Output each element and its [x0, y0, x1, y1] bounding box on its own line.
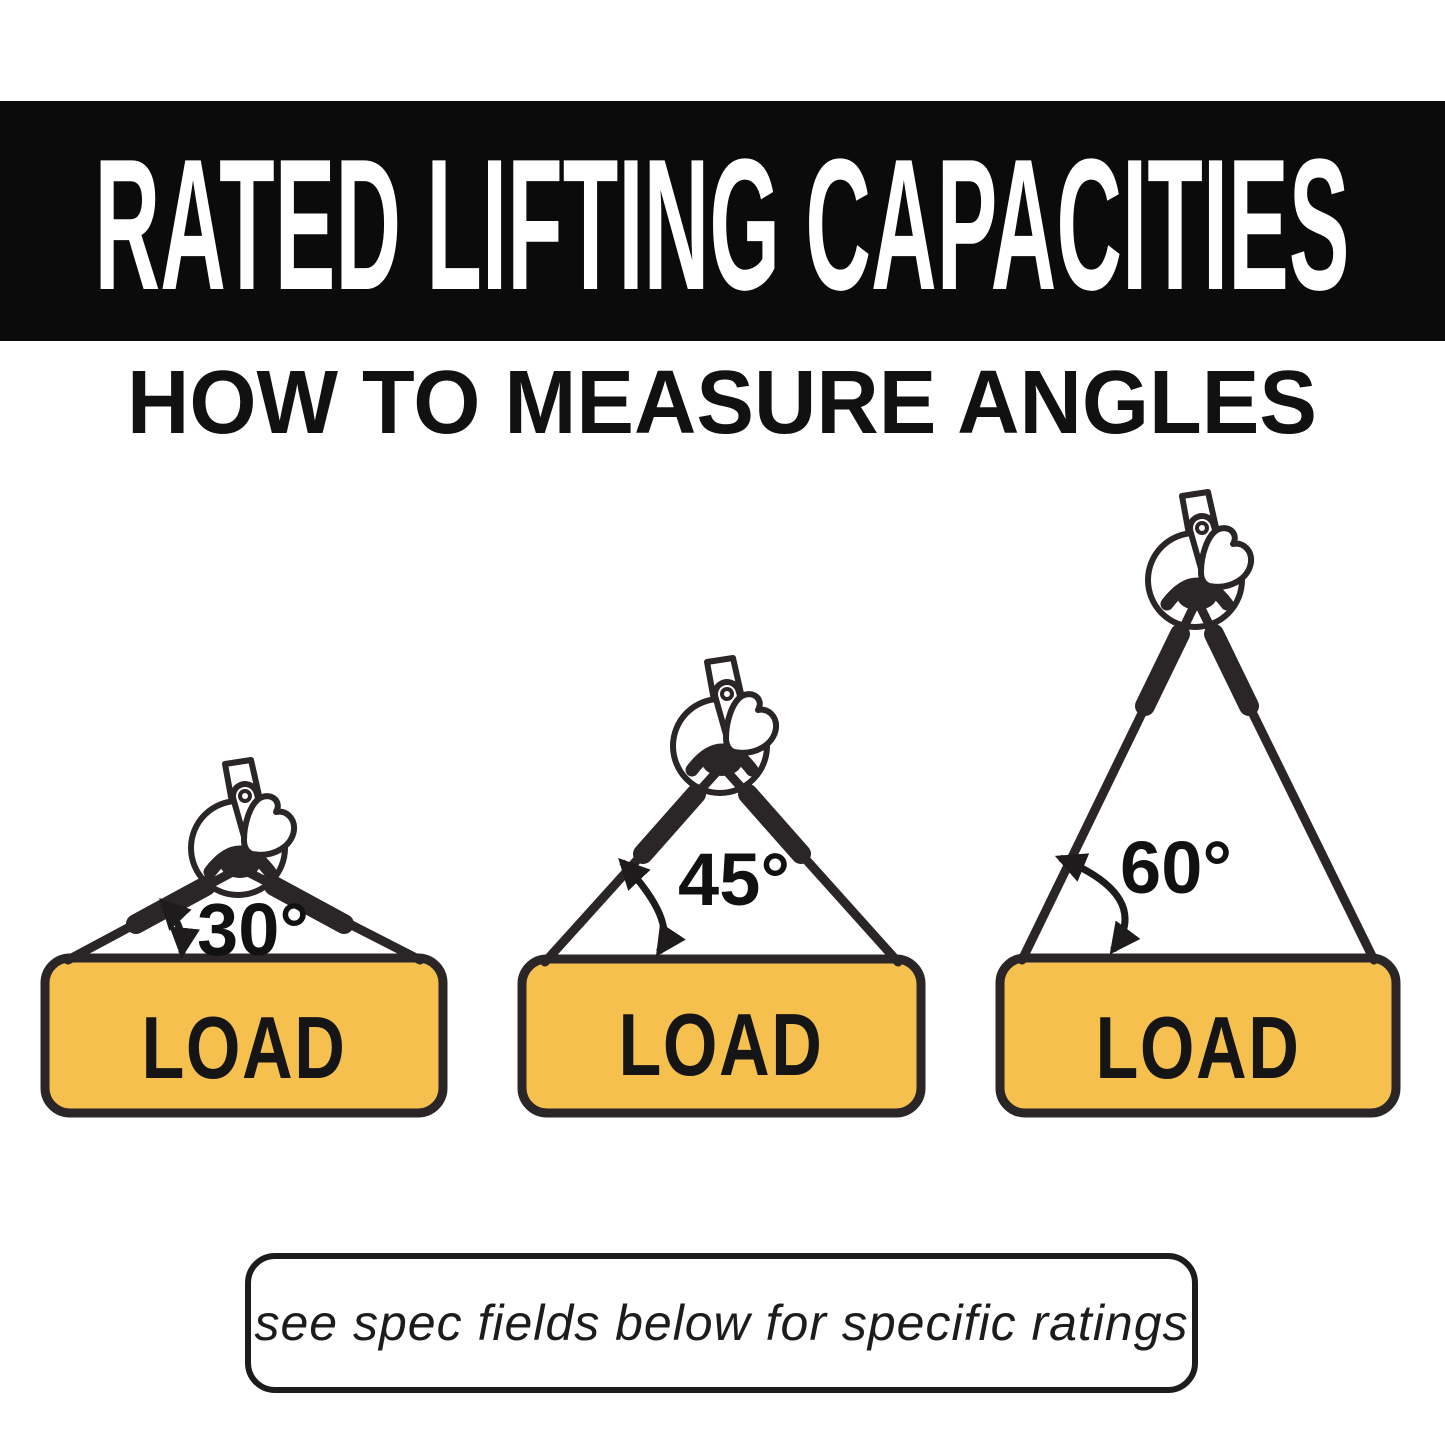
load-label: LOAD [619, 995, 824, 1094]
angle-label: 60° [1120, 826, 1232, 909]
sling-eye-right [264, 876, 354, 934]
diagram-30: 30° LOAD [40, 760, 448, 1118]
load-label: LOAD [142, 998, 347, 1097]
load-label: LOAD [1096, 998, 1301, 1097]
page-subtitle: HOW TO MEASURE ANGLES [127, 353, 1317, 450]
hook-tip-icon [726, 694, 776, 753]
diagram-60: 60° LOAD [995, 492, 1401, 1118]
banner-canvas: RATED LIFTING CAPACITIES [95, 120, 1350, 329]
banner: RATED LIFTING CAPACITIES [0, 101, 1445, 341]
footer-note-box: see spec fields below for specific ratin… [245, 1253, 1198, 1393]
sling-eye-right [1204, 624, 1259, 716]
sling-eye-left [633, 784, 706, 864]
angle-arc-arrow [618, 857, 686, 957]
diagram-section: 30° LOAD 45° LOAD [0, 470, 1445, 1120]
diagram-45: 45° LOAD [517, 658, 926, 1118]
subtitle-row: HOW TO MEASURE ANGLES [0, 350, 1445, 450]
load-box [40, 953, 448, 1118]
sling-eye-left [1135, 624, 1190, 716]
angle-arc-arrow [1054, 853, 1141, 955]
angle-label: 45° [678, 838, 790, 921]
footer-note: see spec fields below for specific ratin… [254, 1295, 1189, 1351]
load-box [995, 953, 1401, 1118]
sling-eye-left [126, 876, 216, 934]
page-title: RATED LIFTING CAPACITIES [95, 120, 1350, 329]
hook-tip-icon [1201, 528, 1251, 587]
sling-eye-right [738, 784, 811, 864]
load-box [517, 954, 926, 1118]
angle-label: 30° [197, 888, 309, 971]
hook-tip-icon [244, 796, 294, 855]
angle-arc-arrow [159, 897, 200, 959]
